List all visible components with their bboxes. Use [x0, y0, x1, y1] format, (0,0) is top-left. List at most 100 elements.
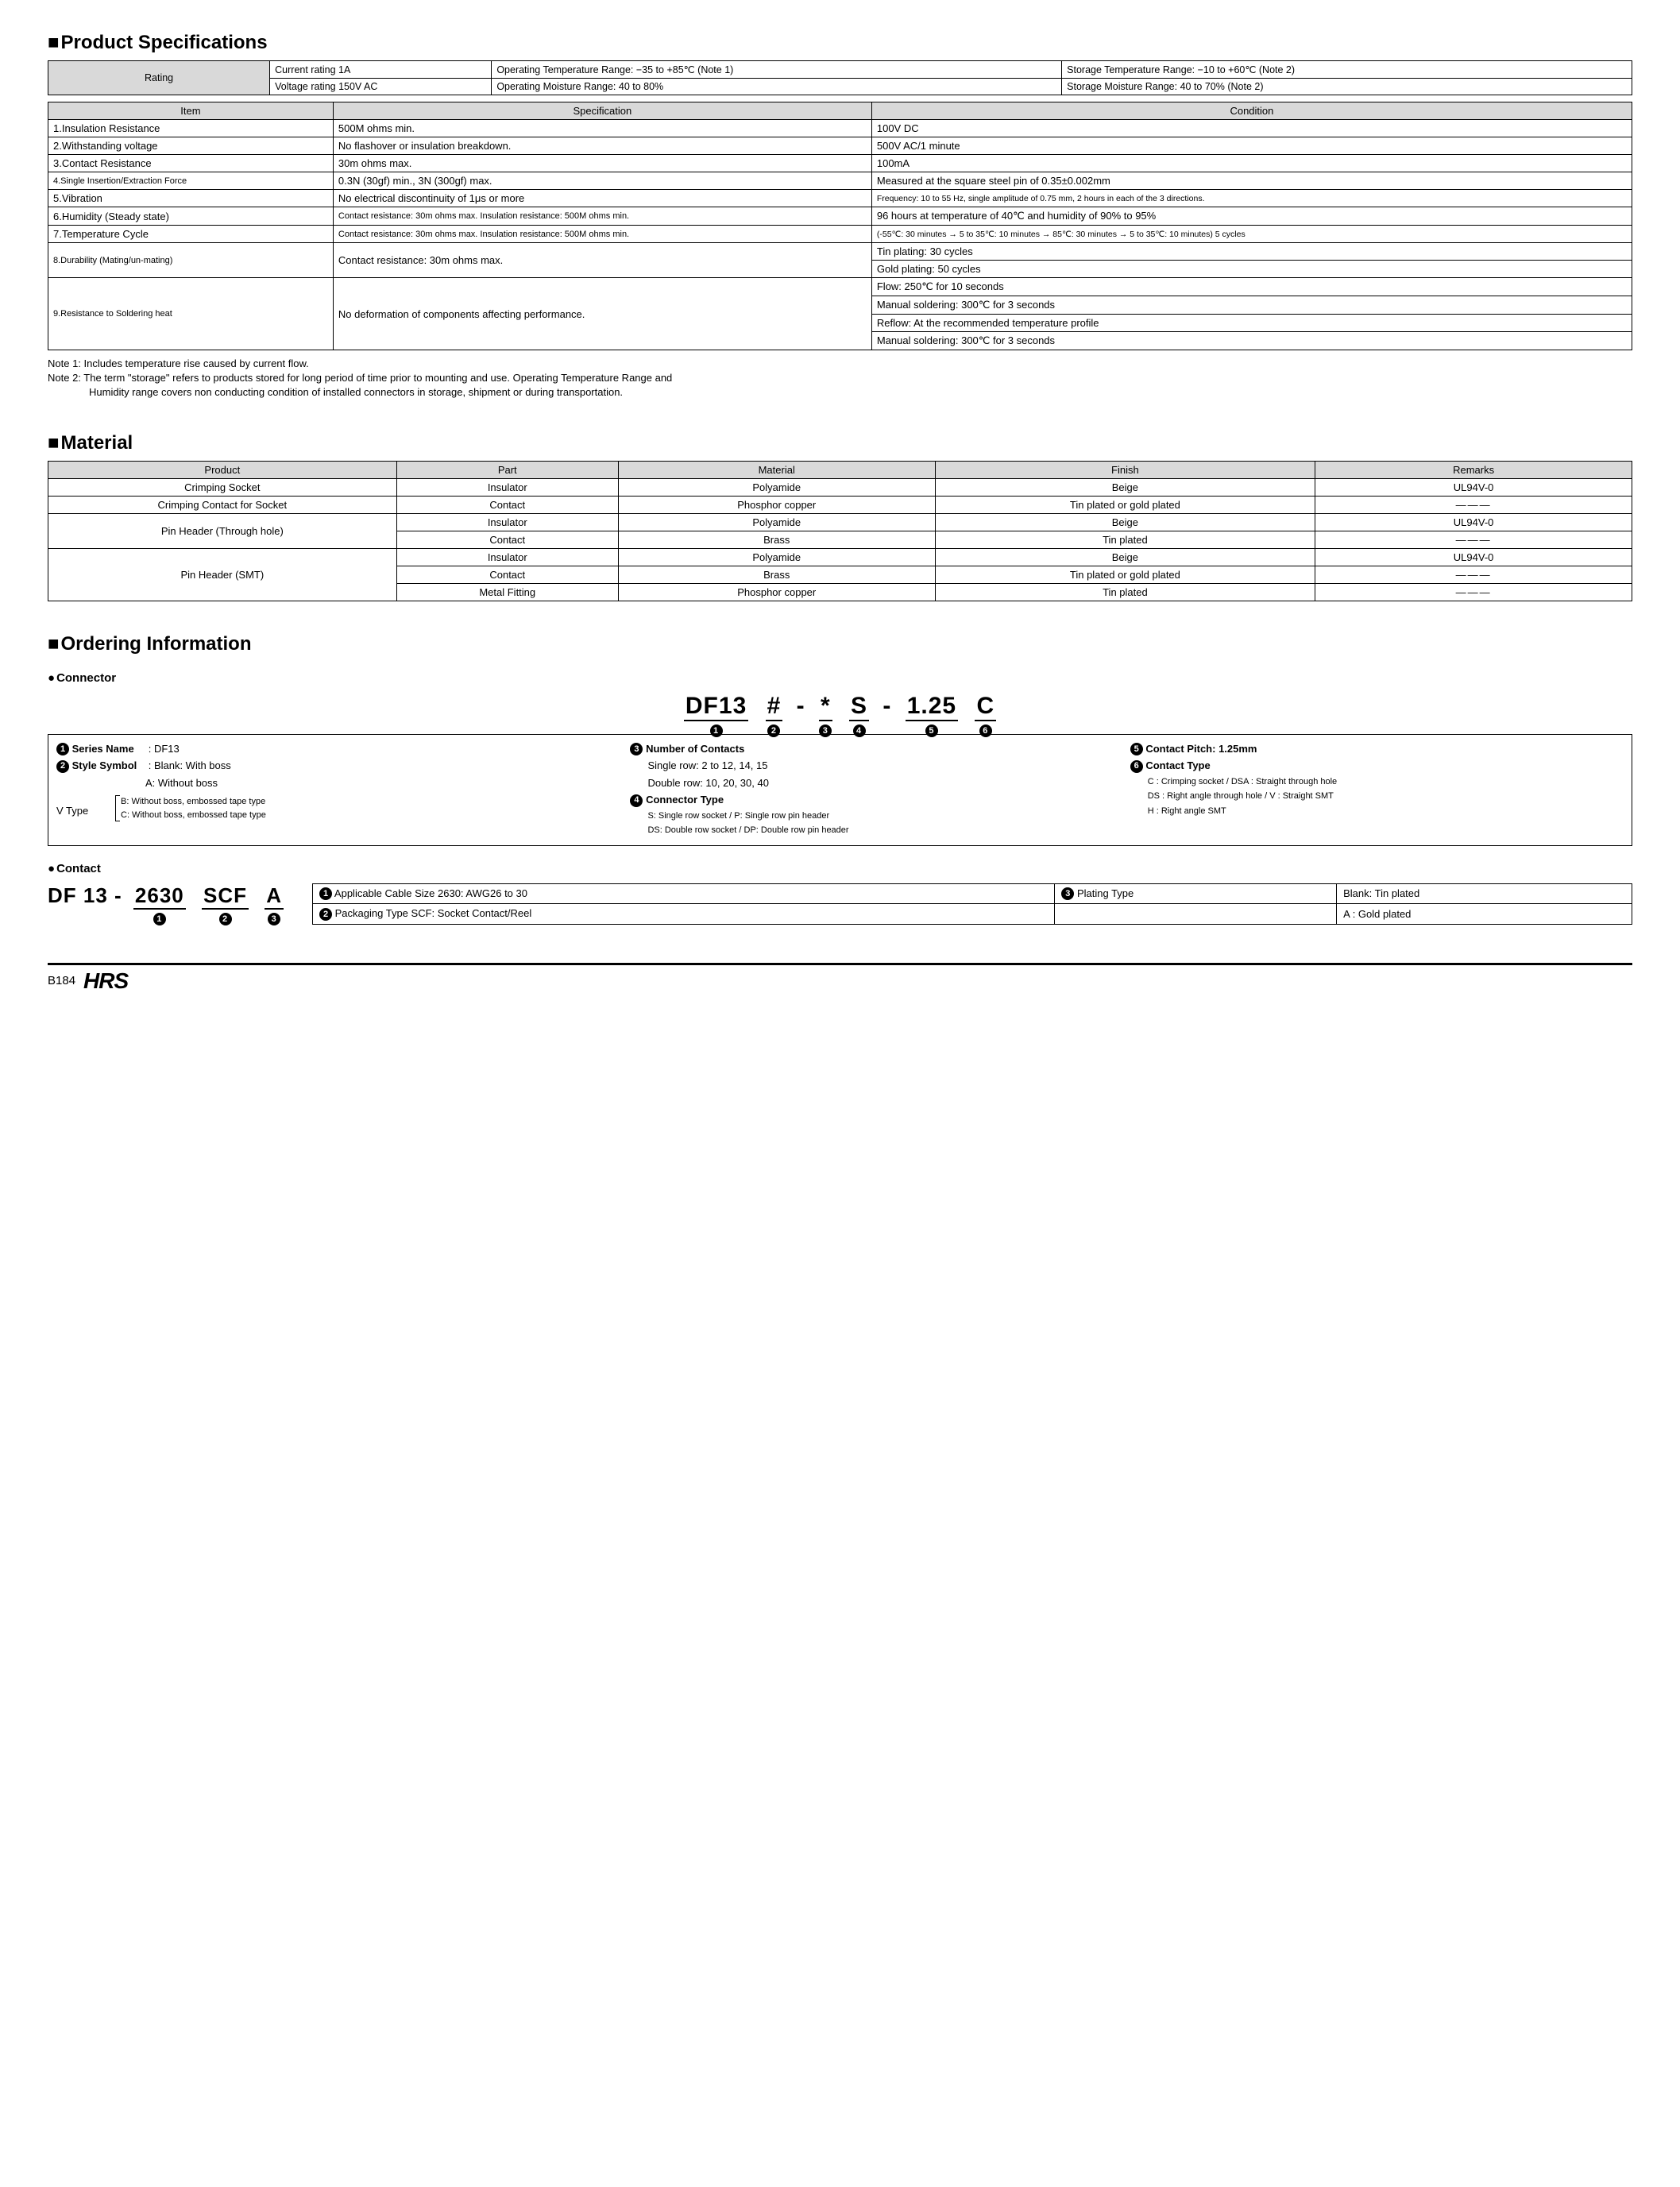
- def-val: Blank: Tin plated: [1337, 883, 1632, 904]
- table-row: Insulator: [396, 478, 618, 496]
- mat-h: Product: [48, 461, 397, 478]
- table-row: 30m ohms max.: [333, 155, 871, 172]
- table-row: Beige: [935, 478, 1315, 496]
- def-val: Single row: 2 to 12, 14, 15: [630, 758, 1123, 774]
- def-val: C : Crimping socket / DSA : Straight thr…: [1130, 775, 1624, 789]
- table-row: Frequency: 10 to 55 Hz, single amplitude…: [871, 190, 1632, 207]
- table-row: 96 hours at temperature of 40℃ and humid…: [871, 207, 1632, 226]
- def-val: Applicable Cable Size 2630: AWG26 to 30: [334, 887, 527, 899]
- table-row: Polyamide: [618, 513, 935, 531]
- table-row: 8.Durability (Mating/un-mating): [48, 243, 334, 278]
- def-val: H : Right angle SMT: [1130, 805, 1624, 818]
- def-val: DS: Double row socket / DP: Double row p…: [630, 824, 1123, 837]
- table-row: 0.3N (30gf) min., 3N (300gf) max.: [333, 172, 871, 190]
- def-val: A : Gold plated: [1337, 904, 1632, 925]
- rating-r2c3: Storage Moisture Range: 40 to 70% (Note …: [1062, 79, 1632, 95]
- spec-table: Item Specification Condition 1.Insulatio…: [48, 102, 1632, 350]
- table-row: UL94V-0: [1315, 478, 1632, 496]
- def-val: A: Without boss: [56, 775, 624, 791]
- mat-h: Part: [396, 461, 618, 478]
- table-row: UL94V-0: [1315, 513, 1632, 531]
- table-row: Beige: [935, 548, 1315, 566]
- def-val: Plating Type: [1077, 887, 1134, 899]
- def-val: C: Without boss, embossed tape type: [121, 809, 624, 822]
- rating-r2c2: Operating Moisture Range: 40 to 80%: [492, 79, 1062, 95]
- material-title: Material: [48, 432, 1632, 454]
- note-2: Note 2: The term "storage" refers to pro…: [48, 371, 1632, 385]
- note-1: Note 1: Includes temperature rise caused…: [48, 357, 1632, 371]
- table-row: Manual soldering: 300℃ for 3 seconds: [871, 332, 1632, 350]
- table-row: Pin Header (SMT): [48, 548, 397, 601]
- footer: B184 HRS: [48, 963, 1632, 994]
- table-row: Metal Fitting: [396, 583, 618, 601]
- vtype-label: V Type: [56, 803, 88, 819]
- contact-defs-table: 1 Applicable Cable Size 2630: AWG26 to 3…: [312, 883, 1632, 925]
- table-row: Brass: [618, 531, 935, 548]
- def-val: Double row: 10, 20, 30, 40: [630, 775, 1123, 791]
- def-val: DS : Right angle through hole / V : Stra…: [1130, 790, 1624, 803]
- def-label: Series Name: [72, 743, 134, 755]
- mat-h: Material: [618, 461, 935, 478]
- table-row: 1.Insulation Resistance: [48, 120, 334, 137]
- pn-seg: S: [851, 693, 867, 719]
- table-row: No deformation of components affecting p…: [333, 278, 871, 350]
- table-row: Phosphor copper: [618, 496, 935, 513]
- contact-subhead: Contact: [48, 862, 1632, 875]
- table-row: 3.Contact Resistance: [48, 155, 334, 172]
- table-row: Manual soldering: 300℃ for 3 seconds: [871, 296, 1632, 315]
- note-2b: Humidity range covers non conducting con…: [48, 385, 1632, 400]
- def-label: Contact Pitch: 1.25mm: [1145, 743, 1257, 755]
- connector-partno: DF131 #2 - *3 S4 - 1.255 C6: [48, 693, 1632, 721]
- table-row: (-55℃: 30 minutes → 5 to 35℃: 10 minutes…: [871, 226, 1632, 243]
- table-row: Contact: [396, 531, 618, 548]
- table-row: No flashover or insulation breakdown.: [333, 137, 871, 155]
- rating-table: Rating Current rating 1A Operating Tempe…: [48, 60, 1632, 95]
- spec-h1: Item: [48, 102, 334, 120]
- spec-h2: Specification: [333, 102, 871, 120]
- table-row: 2.Withstanding voltage: [48, 137, 334, 155]
- pn-seg: DF13: [686, 693, 747, 719]
- table-row: Tin plated: [935, 531, 1315, 548]
- table-row: 7.Temperature Cycle: [48, 226, 334, 243]
- page-number: B184: [48, 974, 75, 987]
- def-val: : DF13: [149, 743, 180, 755]
- def-val: Packaging Type SCF: Socket Contact/Reel: [335, 907, 532, 919]
- rating-r2c1: Voltage rating 150V AC: [270, 79, 492, 95]
- table-row: 9.Resistance to Soldering heat: [48, 278, 334, 350]
- table-row: Tin plating: 30 cycles: [871, 243, 1632, 261]
- material-table: Product Part Material Finish Remarks Cri…: [48, 461, 1632, 601]
- def-val: : Blank: With boss: [149, 759, 231, 771]
- table-row: Brass: [618, 566, 935, 583]
- table-row: Reflow: At the recommended temperature p…: [871, 315, 1632, 332]
- table-row: Crimping Contact for Socket: [48, 496, 397, 513]
- table-row: 5.Vibration: [48, 190, 334, 207]
- def-val: B: Without boss, embossed tape type: [121, 795, 624, 809]
- def-label: Style Symbol: [72, 759, 137, 771]
- table-row: Tin plated: [935, 583, 1315, 601]
- notes: Note 1: Includes temperature rise caused…: [48, 357, 1632, 400]
- def-label: Number of Contacts: [646, 743, 744, 755]
- def-label: Contact Type: [1145, 759, 1210, 771]
- pn-seg: SCF: [203, 883, 247, 907]
- connector-defs-table: 1 Series Name : DF13 2 Style Symbol : Bl…: [48, 734, 1632, 846]
- pn-seg: 1.25: [907, 693, 956, 719]
- table-row: Insulator: [396, 548, 618, 566]
- mat-h: Finish: [935, 461, 1315, 478]
- pn-pre: DF 13 -: [48, 883, 122, 907]
- table-row: 4.Single Insertion/Extraction Force: [48, 172, 334, 190]
- table-row: Contact resistance: 30m ohms max. Insula…: [333, 226, 871, 243]
- table-row: Beige: [935, 513, 1315, 531]
- table-row: ———: [1315, 566, 1632, 583]
- table-row: 500V AC/1 minute: [871, 137, 1632, 155]
- rating-label: Rating: [48, 61, 270, 95]
- table-row: 100V DC: [871, 120, 1632, 137]
- table-row: 500M ohms min.: [333, 120, 871, 137]
- table-row: Gold plating: 50 cycles: [871, 261, 1632, 278]
- table-row: Tin plated or gold plated: [935, 566, 1315, 583]
- table-row: Tin plated or gold plated: [935, 496, 1315, 513]
- table-row: ———: [1315, 583, 1632, 601]
- table-row: ———: [1315, 531, 1632, 548]
- table-row: Contact: [396, 496, 618, 513]
- pn-seg: 2630: [135, 883, 184, 907]
- def-val: S: Single row socket / P: Single row pin…: [630, 809, 1123, 823]
